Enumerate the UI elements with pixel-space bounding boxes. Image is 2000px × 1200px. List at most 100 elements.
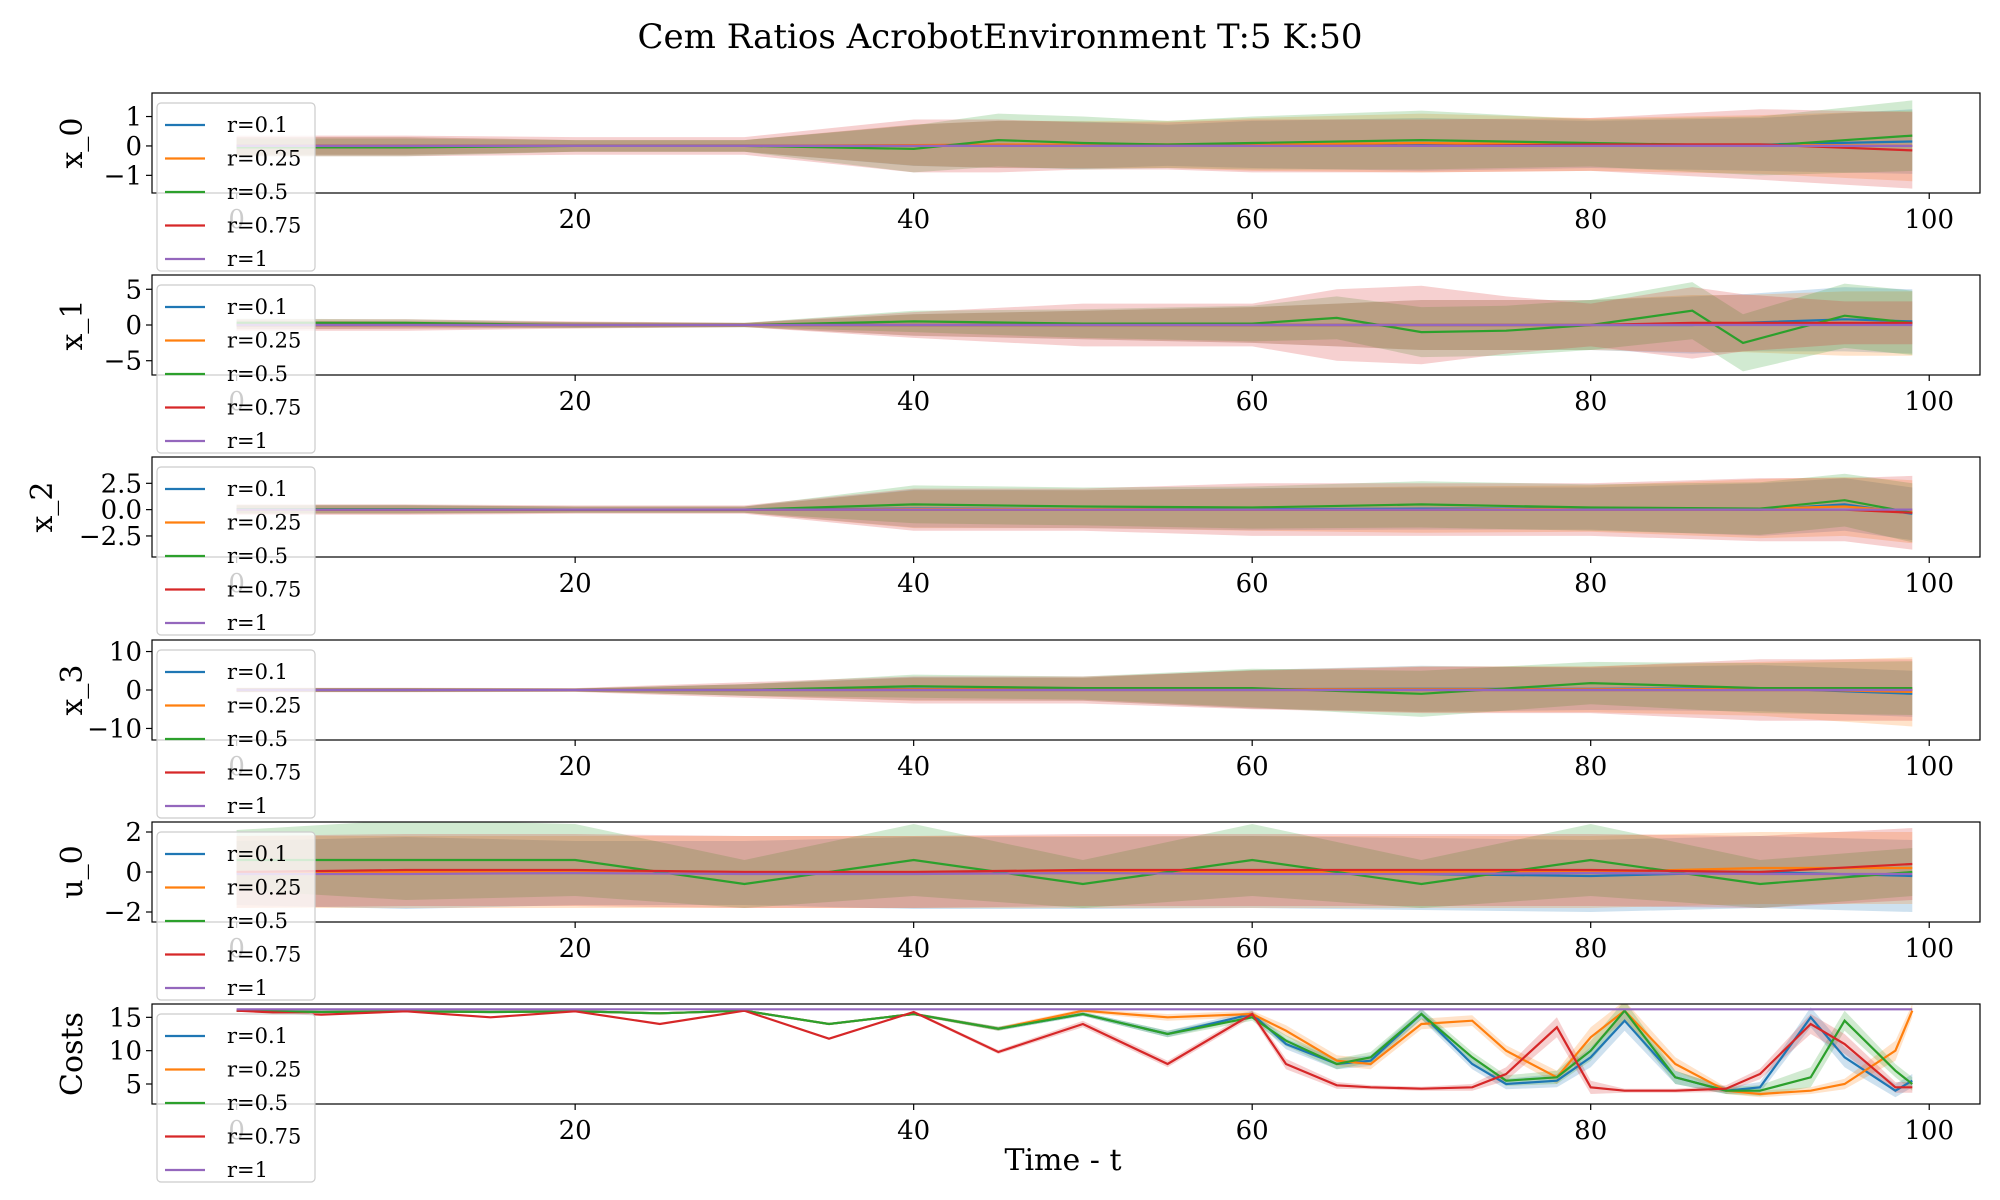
y-tick-label: 2: [125, 818, 142, 848]
x-tick-label: 40: [897, 569, 930, 599]
legend-label: r=0.5: [227, 727, 288, 751]
band-r=0.5: [236, 822, 1913, 908]
legend: r=0.1 r=0.25 r=0.5 r=0.75 r=1: [156, 284, 316, 454]
legend-box: [156, 831, 316, 1001]
y-tick-label: 1: [125, 103, 142, 133]
x-tick-label: 20: [559, 752, 592, 782]
legend-label: r=0.1: [227, 295, 288, 319]
subplots: 020406080100−101x_0r=0.1r=0.25r=0.5r=0.7…: [25, 92, 1981, 1183]
legend-label: r=0.5: [227, 1091, 288, 1115]
y-axis-label: x_2: [25, 481, 60, 532]
plot-area: [236, 282, 1913, 372]
y-tick-label: −5: [104, 347, 142, 377]
x-tick-label: 60: [1236, 205, 1269, 235]
legend-label: r=0.1: [227, 477, 288, 501]
x-tick-label: 60: [1236, 1116, 1269, 1146]
legend-label: r=0.25: [227, 876, 301, 900]
x-tick-label: 100: [1904, 752, 1954, 782]
legend-label: r=1: [227, 429, 268, 453]
subplot-Costs: 02040608010051015Costsr=0.1r=0.25r=0.5r=…: [55, 1003, 1981, 1183]
legend-label: r=0.1: [227, 113, 288, 137]
legend-box: [156, 466, 316, 636]
legend-box: [156, 1013, 316, 1183]
y-tick-label: 0: [125, 311, 142, 341]
x-tick-label: 80: [1574, 1116, 1607, 1146]
band-r=0.5: [236, 282, 1913, 372]
x-tick-label: 100: [1904, 1116, 1954, 1146]
y-tick-label: 2.5: [101, 469, 142, 499]
y-axis-label: x_0: [55, 117, 90, 168]
legend-label: r=0.25: [227, 329, 301, 353]
legend-label: r=0.75: [227, 943, 301, 967]
legend-label: r=0.1: [227, 1024, 288, 1048]
y-tick-label: 0.0: [101, 496, 142, 526]
legend-label: r=0.75: [227, 578, 301, 602]
y-axis-label: x_3: [55, 664, 90, 715]
legend-label: r=1: [227, 611, 268, 635]
y-tick-label: 10: [109, 638, 142, 668]
x-tick-label: 100: [1904, 387, 1954, 417]
legend-label: r=0.25: [227, 694, 301, 718]
axes-frame: [151, 456, 1981, 558]
band-r=0.75: [236, 475, 1913, 550]
legend-label: r=1: [227, 247, 268, 271]
legend-label: r=1: [227, 794, 268, 818]
plot-area: [236, 1004, 1914, 1098]
subplot-x_2: 020406080100−2.50.02.5x_2r=0.1r=0.25r=0.…: [25, 456, 1981, 636]
x-tick-label: 100: [1904, 205, 1954, 235]
x-tick-label: 100: [1904, 934, 1954, 964]
x-tick-label: 80: [1574, 569, 1607, 599]
legend-label: r=0.75: [227, 214, 301, 238]
y-tick-label: 0: [125, 132, 142, 162]
legend: r=0.1 r=0.25 r=0.5 r=0.75 r=1: [156, 649, 316, 819]
legend-label: r=0.5: [227, 909, 288, 933]
legend: r=0.1 r=0.25 r=0.5 r=0.75 r=1: [156, 466, 316, 636]
axes-frame: [151, 1003, 1981, 1105]
series-line-r=0.5: [236, 1008, 1913, 1092]
legend-label: r=1: [227, 976, 268, 1000]
x-tick-label: 60: [1236, 387, 1269, 417]
plot-area: [236, 100, 1913, 189]
band-r=0.1: [236, 287, 1913, 354]
band-r=0.1: [236, 1007, 1913, 1098]
y-axis-label: Costs: [55, 1012, 90, 1096]
y-tick-label: −2: [104, 898, 142, 928]
series-line-r=0.75: [236, 862, 1913, 874]
x-tick-label: 60: [1236, 752, 1269, 782]
legend: r=0.1 r=0.25 r=0.5 r=0.75 r=1: [156, 102, 316, 272]
legend-label: r=0.75: [227, 1125, 301, 1149]
legend: r=0.1 r=0.25 r=0.5 r=0.75 r=1: [156, 831, 316, 1001]
x-tick-label: 80: [1574, 205, 1607, 235]
subplot-x_0: 020406080100−101x_0r=0.1r=0.25r=0.5r=0.7…: [55, 92, 1981, 272]
legend-label: r=0.25: [227, 147, 301, 171]
band-r=0.25: [236, 657, 1913, 727]
x-tick-label: 40: [897, 752, 930, 782]
x-tick-label: 60: [1236, 934, 1269, 964]
x-tick-label: 20: [559, 387, 592, 417]
legend-label: r=0.25: [227, 511, 301, 535]
x-tick-label: 80: [1574, 752, 1607, 782]
legend-label: r=0.1: [227, 842, 288, 866]
plot-area: [236, 822, 1913, 912]
x-tick-label: 20: [559, 934, 592, 964]
y-tick-label: 0: [125, 676, 142, 706]
x-tick-label: 20: [559, 205, 592, 235]
legend: r=0.1 r=0.25 r=0.5 r=0.75 r=1: [156, 1013, 316, 1183]
x-tick-label: 40: [897, 205, 930, 235]
subplot-u_0: 020406080100−202u_0r=0.1r=0.25r=0.5r=0.7…: [55, 818, 1981, 1001]
x-tick-label: 20: [559, 1116, 592, 1146]
legend-label: r=0.5: [227, 362, 288, 386]
y-tick-label: 15: [109, 1003, 142, 1033]
plot-area: [236, 657, 1913, 727]
subplot-x_3: 020406080100−10010x_3r=0.1r=0.25r=0.5r=0…: [55, 638, 1981, 819]
legend-label: r=0.75: [227, 396, 301, 420]
legend-label: r=0.25: [227, 1058, 301, 1082]
y-tick-label: 10: [109, 1037, 142, 1067]
x-tick-label: 80: [1574, 934, 1607, 964]
y-tick-label: −2.5: [79, 522, 142, 552]
x-tick-label: 40: [897, 934, 930, 964]
y-tick-label: −1: [104, 161, 142, 191]
band-r=0.75: [236, 109, 1913, 189]
x-tick-label: 60: [1236, 569, 1269, 599]
